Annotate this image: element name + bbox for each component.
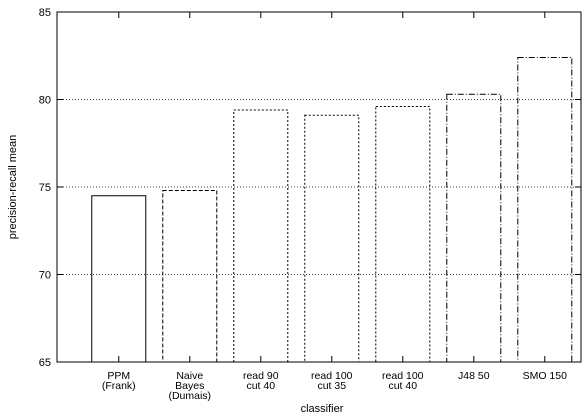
y-axis-ticks: 65 70 75 80 85 bbox=[39, 7, 581, 369]
y-axis-label: precision-recall mean bbox=[7, 135, 19, 240]
x-tick-label: (Frank) bbox=[102, 380, 136, 392]
y-tick-label: 85 bbox=[39, 7, 51, 19]
y-tick-label: 80 bbox=[39, 95, 51, 107]
bar bbox=[517, 57, 573, 363]
bar bbox=[91, 195, 147, 363]
x-tick-label: PPM bbox=[107, 370, 130, 382]
x-tick-label: cut 40 bbox=[388, 380, 417, 392]
y-tick-label: 65 bbox=[39, 357, 51, 369]
x-tick-label: read 90 bbox=[243, 370, 279, 382]
y-tick-label: 70 bbox=[39, 270, 51, 282]
y-tick-label: 75 bbox=[39, 182, 51, 194]
x-tick-label: (Dumais) bbox=[168, 390, 211, 402]
x-tick-label: cut 40 bbox=[246, 380, 275, 392]
bars bbox=[91, 57, 573, 363]
x-tick-label: J48 50 bbox=[458, 370, 490, 382]
x-tick-label: read 100 bbox=[382, 370, 424, 382]
bar bbox=[375, 106, 431, 363]
x-axis-label: classifier bbox=[301, 403, 344, 415]
bar bbox=[162, 190, 218, 363]
grid-lines bbox=[57, 99, 581, 275]
bar bbox=[304, 114, 360, 363]
x-tick-label: Bayes bbox=[175, 380, 204, 392]
x-tick-label: SMO 150 bbox=[523, 370, 568, 382]
bar bbox=[446, 93, 502, 363]
bar bbox=[233, 109, 289, 363]
x-tick-label: read 100 bbox=[311, 370, 353, 382]
x-tick-label: Naive bbox=[176, 370, 203, 382]
x-tick-label: cut 35 bbox=[317, 380, 346, 392]
